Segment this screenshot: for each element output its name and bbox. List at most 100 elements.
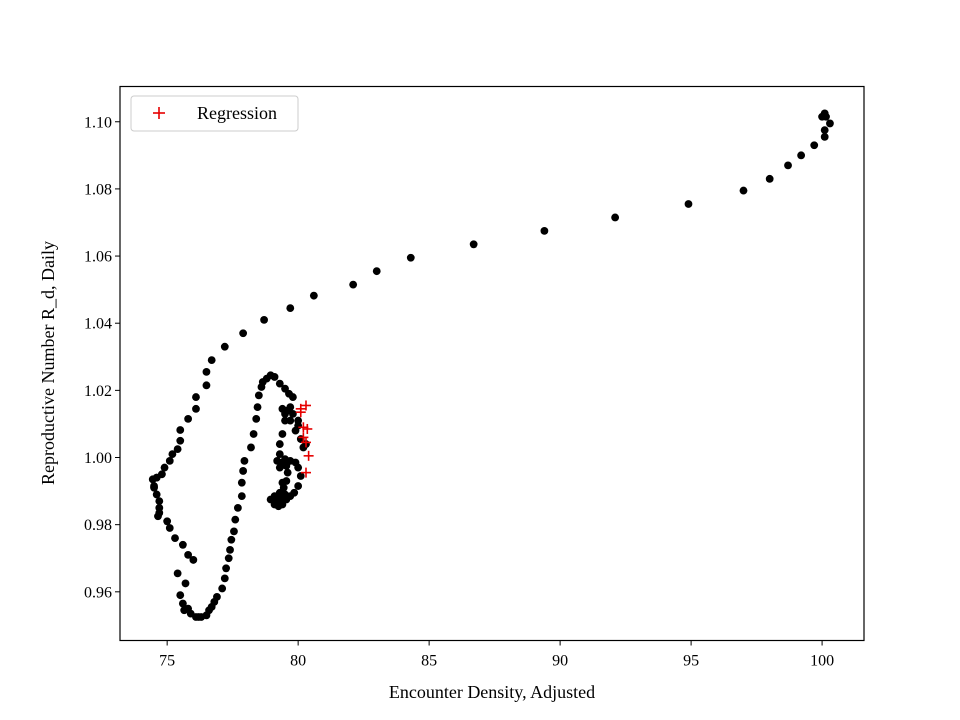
data-point: [349, 280, 358, 289]
data-point: [152, 490, 161, 499]
data-point: [406, 253, 415, 262]
data-point: [178, 540, 187, 549]
plot-frame: [119, 85, 865, 642]
data-point: [224, 554, 233, 563]
y-tick-label: 1.06: [84, 249, 112, 266]
regression-point: [302, 423, 313, 434]
y-tick-label: 0.98: [84, 517, 112, 534]
legend: Regression: [130, 95, 299, 132]
x-tick-label: 100: [810, 653, 834, 670]
data-point: [278, 478, 287, 487]
data-point: [820, 126, 829, 135]
data-point: [230, 527, 238, 536]
data-point: [160, 463, 169, 472]
data-point: [173, 445, 182, 454]
data-point: [810, 141, 819, 150]
regression-series: [295, 400, 314, 478]
data-point: [165, 456, 174, 465]
data-point: [275, 379, 284, 388]
data-point: [289, 409, 297, 418]
data-point: [168, 450, 177, 459]
data-point: [275, 450, 284, 459]
data-point: [797, 151, 806, 160]
data-point: [294, 463, 303, 472]
data-point: [296, 472, 305, 480]
data-point: [189, 556, 198, 564]
y-tick-label: 1.08: [84, 181, 112, 198]
y-tick-label: 1.10: [84, 114, 112, 131]
y-tick-label: 1.04: [84, 316, 112, 333]
data-point: [192, 404, 200, 413]
data-point: [281, 416, 289, 425]
data-point: [176, 426, 185, 434]
regression-point: [303, 450, 314, 461]
data-point: [237, 492, 246, 501]
data-point: [239, 329, 248, 338]
data-point: [826, 119, 834, 128]
data-point: [207, 356, 216, 365]
data-point: [165, 524, 174, 532]
data-point: [765, 174, 774, 183]
data-point: [239, 467, 248, 475]
data-point: [218, 584, 227, 593]
data-point: [252, 415, 261, 423]
x-tick-label: 95: [683, 653, 699, 670]
data-point: [271, 498, 280, 507]
data-point: [260, 315, 268, 324]
data-point: [184, 550, 193, 559]
data-point: [372, 267, 381, 276]
x-tick-label: 85: [421, 653, 437, 670]
x-axis-title: Encounter Density, Adjusted: [389, 682, 595, 702]
data-point: [171, 534, 179, 542]
y-axis-title: Reproductive Number R_d, Daily: [38, 241, 58, 485]
data-point: [150, 482, 158, 490]
data-point: [220, 342, 229, 351]
data-point: [249, 430, 258, 438]
data-point: [684, 200, 693, 208]
x-tick-label: 75: [159, 653, 175, 670]
data-point: [273, 456, 282, 465]
legend-label-regression: Regression: [197, 103, 277, 123]
y-tick-label: 0.96: [84, 584, 112, 601]
data-point: [152, 473, 161, 482]
data-point: [820, 132, 829, 141]
data-point: [294, 482, 303, 490]
legend-box: [130, 95, 299, 132]
data-point: [220, 574, 229, 583]
data-point: [213, 592, 221, 601]
data-point: [247, 443, 255, 452]
data-point: [611, 213, 620, 222]
data-point: [227, 535, 236, 544]
data-point: [163, 517, 172, 526]
data-point: [155, 497, 164, 506]
data-point: [253, 403, 262, 412]
data-point: [540, 226, 549, 235]
x-tick-label: 80: [290, 653, 306, 670]
data-point: [286, 304, 295, 312]
data-point: [309, 291, 318, 300]
data-point: [226, 545, 234, 554]
regression-point: [298, 432, 309, 443]
data-point: [818, 112, 826, 121]
legend-marker-regression: [153, 107, 165, 119]
data-point: [278, 430, 287, 438]
data-point: [192, 393, 200, 401]
data-point: [155, 503, 164, 512]
data-point: [184, 415, 193, 423]
data-point: [739, 186, 748, 195]
data-point: [233, 503, 242, 512]
data-point: [289, 393, 297, 401]
data-point: [176, 436, 185, 445]
data-point: [176, 591, 185, 600]
data-point: [270, 373, 279, 381]
regression-point: [301, 400, 311, 411]
data-point: [784, 161, 792, 170]
data-point: [240, 456, 249, 465]
data-point: [254, 391, 263, 400]
data-point: [173, 569, 182, 578]
data-point: [283, 468, 292, 477]
data-point: [202, 367, 211, 376]
y-tick-label: 1.02: [84, 383, 112, 400]
data-point: [275, 463, 284, 472]
